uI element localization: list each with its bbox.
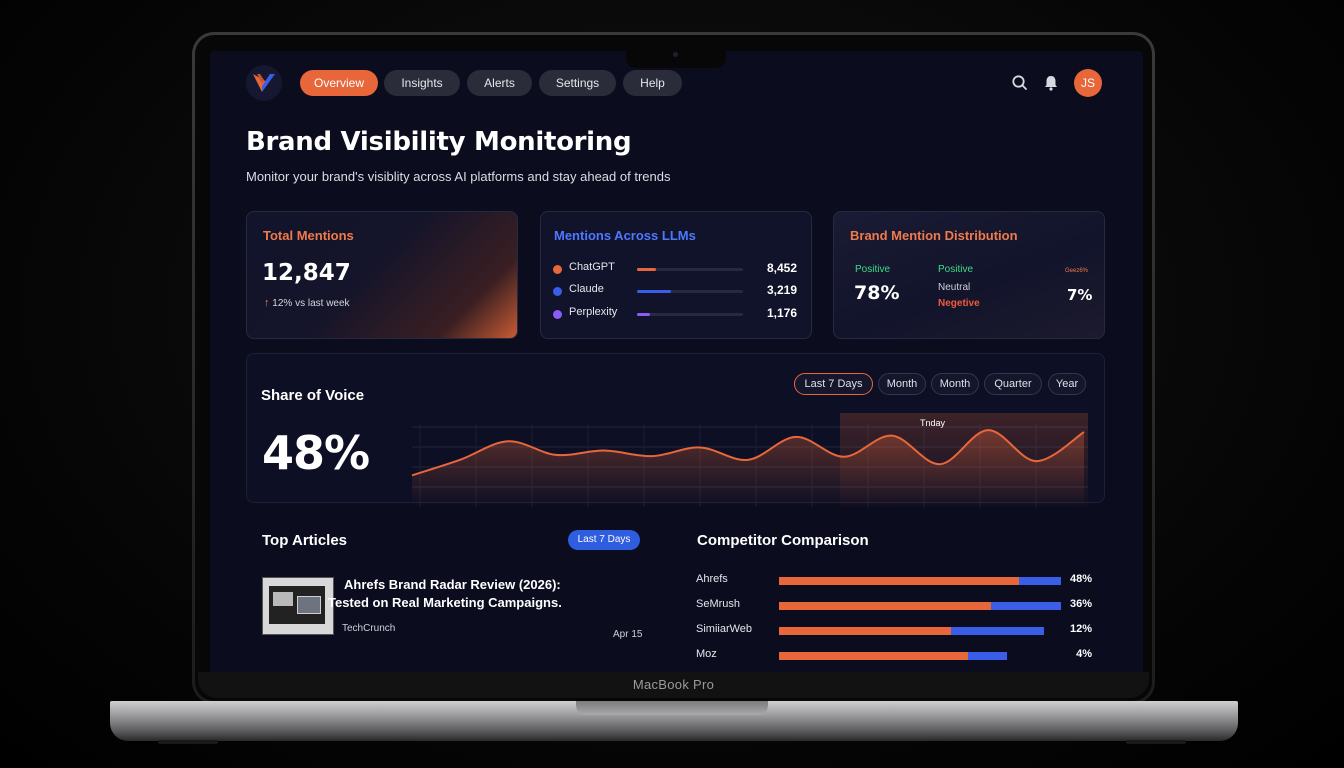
article-title-line1[interactable]: Ahrefs Brand Radar Review (2026): [344,577,561,592]
article-date: Apr 15 [613,629,643,640]
brand-distribution-card[interactable]: Brand Mention Distribution Positive 78% … [833,211,1105,339]
card-title: Mentions Across LLMs [554,228,696,243]
llm-value: 8,452 [766,261,797,275]
llm-value: 1,176 [766,306,797,320]
screen: Overview Insights Alerts Settings Help JS Br… [210,51,1143,683]
articles-period-badge[interactable]: Last 7 Days [568,530,640,550]
share-of-voice-chart [411,413,1088,507]
competitor-name: Moz [696,648,717,660]
series-dot-icon [553,265,562,274]
competitor-bar-secondary [951,627,1045,635]
laptop-base [110,701,1238,741]
competitor-name: Ahrefs [696,573,728,585]
competitor-bar-secondary [990,602,1061,610]
llm-value: 3,219 [766,283,797,297]
bell-icon[interactable] [1041,73,1061,93]
total-mentions-value: 12,847 [262,260,351,286]
competitor-percent: 36% [1069,598,1092,610]
legend-negative: Negetive [938,298,980,309]
page-subtitle: Monitor your brand's visiblity across AI… [246,169,671,184]
device-label: MacBook Pro [632,677,715,692]
llm-row-claude[interactable]: Claude 3,219 [553,282,797,300]
competitor-row-simiiarweb[interactable]: SimiiarWeb 12% [696,623,1092,637]
today-label: Tnday [920,418,946,428]
total-mentions-delta: ↑ 12% vs last week [264,297,350,309]
legend-positive: Positive [938,264,974,275]
share-of-voice-value: 48% [262,426,370,480]
competitor-bar-primary [779,577,1019,585]
competitor-bar-secondary [967,652,1008,660]
base-notch [576,701,768,715]
filter-last-7-days[interactable]: Last 7 Days [794,373,873,395]
llm-bar-fill [637,290,671,293]
positive-value: 78% [854,282,900,304]
top-articles-title: Top Articles [262,532,348,549]
chart-line [411,429,1085,477]
llm-bar-track [637,268,743,271]
filter-year[interactable]: Year [1048,373,1086,395]
competitor-bar-primary [779,627,952,635]
article-title-line2[interactable]: Tested on Real Marketing Campaigns. [328,595,562,610]
filter-quarter[interactable]: Quarter [984,373,1042,395]
filter-month[interactable]: Month [931,373,979,395]
legend-neutral: Neutral [938,282,971,293]
small-label: Geez6% [1065,268,1089,274]
series-dot-icon [553,310,562,319]
competitor-comparison-title: Competitor Comparison [697,532,869,549]
competitor-bar-primary [779,602,991,610]
camera-notch [626,48,726,68]
card-title: Brand Mention Distribution [850,228,1018,243]
llm-bar-fill [637,313,650,316]
llm-mentions-card[interactable]: Mentions Across LLMs ChatGPT 8,452 Claude 3… [540,211,812,339]
llm-row-perplexity[interactable]: Perplexity 1,176 [553,305,797,323]
nav-item-insights[interactable]: Insights [384,70,460,96]
nav-item-overview[interactable]: Overview [300,70,378,96]
positive-label: Positive [855,264,891,275]
page-title: Brand Visibility Monitoring [246,127,632,157]
card-title: Total Mentions [263,228,354,243]
laptop-chin: MacBook Pro [198,672,1149,698]
filter-month[interactable]: Month [878,373,926,395]
llm-name: ChatGPT [569,261,615,273]
llm-name: Perplexity [569,306,618,318]
llm-bar-track [637,313,743,316]
nav-item-settings[interactable]: Settings [539,70,616,96]
competitor-name: SimiiarWeb [696,623,753,635]
laptop-foot [1126,740,1186,744]
competitor-bar-secondary [1018,577,1061,585]
article-source: TechCrunch [342,623,396,634]
search-icon[interactable] [1010,73,1030,93]
llm-name: Claude [569,283,604,295]
series-dot-icon [553,287,562,296]
camera-icon [673,52,678,57]
distribution-right-value: 7% [1067,286,1093,304]
arrow-up-icon: ↑ [264,297,270,309]
nav-item-alerts[interactable]: Alerts [467,70,532,96]
laptop-lid: Overview Insights Alerts Settings Help JS Br… [192,32,1155,704]
total-mentions-card[interactable]: Total Mentions 12,847 ↑ 12% vs last week [246,211,518,339]
competitor-percent: 12% [1069,623,1092,635]
laptop-foot [158,740,218,744]
llm-bar-fill [637,268,657,271]
nav-item-help[interactable]: Help [623,70,682,96]
screen-bezel: Overview Insights Alerts Settings Help JS Br… [195,35,1152,701]
competitor-row-semrush[interactable]: SeMrush 36% [696,598,1092,612]
brand-logo[interactable] [246,65,282,101]
article-thumbnail[interactable] [262,577,334,635]
share-of-voice-title: Share of Voice [261,387,365,404]
chart-area [412,430,1084,507]
competitor-bar-primary [779,652,968,660]
delta-text: 12% vs last week [272,298,350,309]
llm-bar-track [637,290,743,293]
competitor-percent: 48% [1069,573,1092,585]
competitor-row-moz[interactable]: Moz 4% [696,648,1092,662]
competitor-row-ahrefs[interactable]: Ahrefs 48% [696,573,1092,587]
llm-row-chatgpt[interactable]: ChatGPT 8,452 [553,260,797,278]
competitor-percent: 4% [1076,648,1092,660]
avatar[interactable]: JS [1074,69,1102,97]
competitor-name: SeMrush [696,598,741,610]
